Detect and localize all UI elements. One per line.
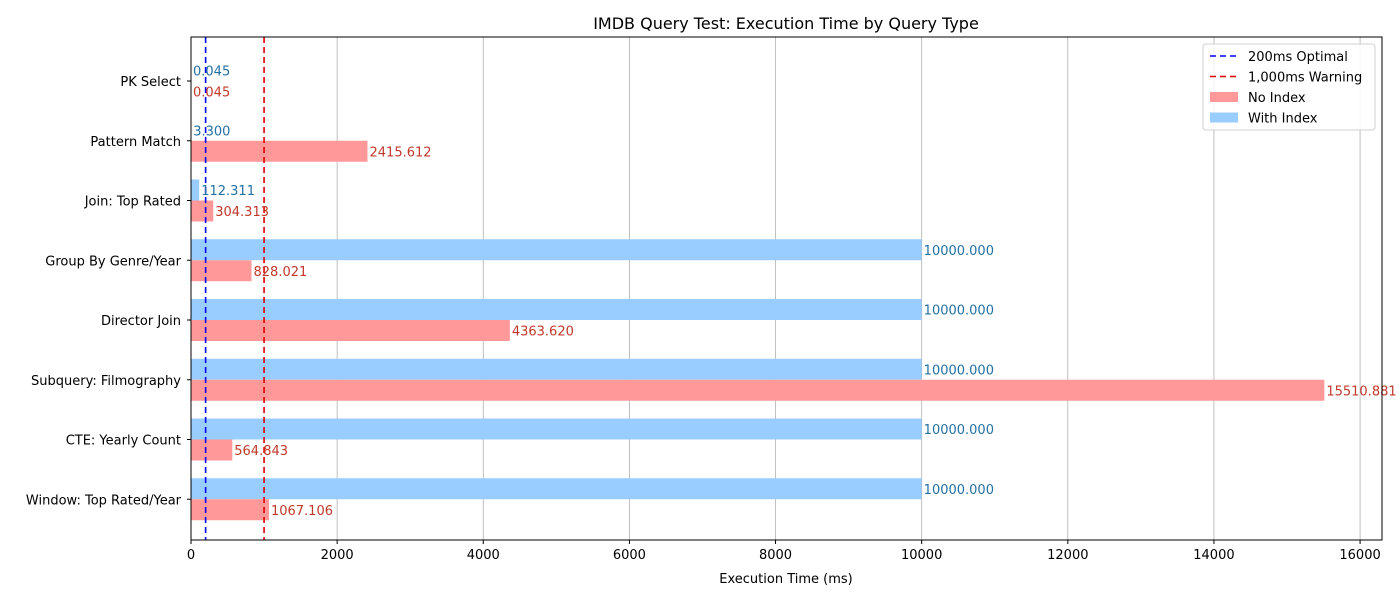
bar-no-index: [191, 379, 1325, 401]
legend-patch-swatch: [1210, 92, 1238, 102]
bar-no-index: [191, 499, 269, 521]
y-tick-label: CTE: Yearly Count: [66, 434, 181, 449]
data-label: 0.045: [193, 86, 230, 101]
bar-with-index: [191, 299, 922, 320]
chart-title: IMDB Query Test: Execution Time by Query…: [593, 14, 979, 33]
data-label: 4363.620: [512, 325, 574, 340]
legend-patch-swatch: [1210, 112, 1238, 123]
y-tick-label: Subquery: Filmography: [31, 374, 181, 389]
grid-lines: [190, 37, 1361, 540]
data-label: 10000.000: [924, 304, 994, 319]
x-tick-label: 8000: [759, 548, 792, 563]
y-tick-label: Director Join: [101, 314, 181, 329]
data-label: 10000.000: [924, 483, 994, 498]
data-label: 15510.881: [1326, 384, 1396, 399]
legend: 200ms Optimal 1,000ms Warning No Index With…: [1202, 43, 1376, 131]
x-tick-label: 0: [187, 548, 195, 563]
x-tick-label: 10000: [901, 548, 942, 563]
y-tick-label: Join: Top Rated: [84, 195, 181, 210]
y-tick-label: Window: Top Rated/Year: [26, 493, 182, 508]
legend-label: With Index: [1248, 112, 1318, 127]
data-label: 564.843: [234, 444, 288, 459]
data-label: 304.313: [215, 205, 269, 220]
bar-no-index: [191, 439, 233, 461]
bars: [191, 60, 1325, 521]
data-label: 3.300: [193, 124, 230, 139]
bar-with-index: [191, 239, 922, 261]
legend-label: No Index: [1248, 91, 1306, 106]
reference-lines: [204, 37, 265, 540]
plot-area-frame: [190, 36, 1383, 541]
bar-with-index: [191, 418, 922, 440]
legend-box: [1202, 43, 1376, 131]
legend-label: 1,000ms Warning: [1248, 71, 1362, 86]
bar-no-index: [191, 140, 368, 162]
x-tick-label: 12000: [1047, 548, 1088, 563]
data-label: 1067.106: [271, 504, 333, 519]
bar-with-index: [191, 478, 922, 500]
bar-with-index: [191, 358, 922, 380]
bar-no-index: [191, 200, 214, 222]
axis-ticks: 0 2000 4000 6000 8000 10000 12000 14000 16000 PK …: [26, 75, 1381, 563]
y-tick-label: Pattern Match: [90, 135, 181, 150]
bar-no-index: [191, 260, 252, 282]
y-tick-label: PK Select: [120, 75, 181, 90]
data-label: 10000.000: [924, 363, 994, 378]
x-tick-label: 6000: [613, 548, 646, 563]
legend-label: 200ms Optimal: [1248, 50, 1348, 65]
x-tick-label: 14000: [1193, 548, 1234, 563]
x-tick-label: 4000: [467, 548, 500, 563]
data-label: 828.021: [254, 265, 308, 280]
x-tick-label: 16000: [1339, 548, 1380, 563]
y-tick-label: Group By Genre/Year: [45, 254, 181, 269]
x-tick-label: 2000: [321, 548, 354, 563]
data-label: 2415.612: [370, 145, 432, 160]
data-labels: 0.045 0.045 3.300 2415.612 112.311 304.313 100…: [193, 65, 1397, 519]
data-label: 10000.000: [924, 423, 994, 438]
bar-no-index: [191, 320, 510, 341]
data-label: 112.311: [201, 184, 255, 199]
x-axis-label: Execution Time (ms): [719, 572, 852, 587]
data-label: 0.045: [193, 65, 230, 80]
data-label: 10000.000: [924, 244, 994, 259]
bar-with-index: [191, 179, 200, 201]
